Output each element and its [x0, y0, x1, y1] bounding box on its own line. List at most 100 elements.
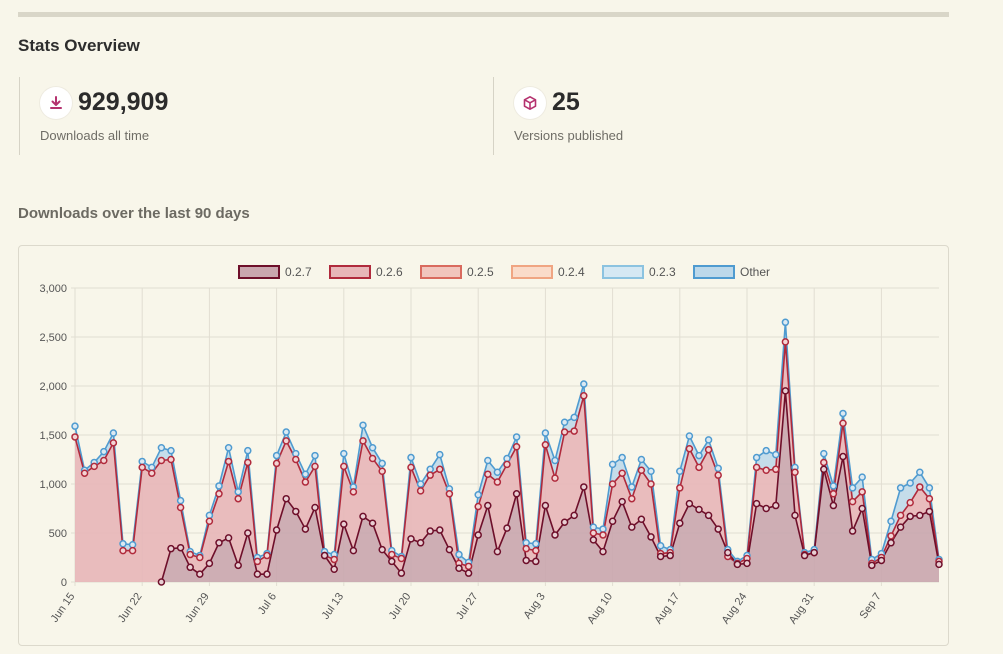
point-0-2-6[interactable] — [282, 437, 290, 445]
point-0-2-6[interactable] — [138, 463, 146, 472]
point-0-2-7[interactable] — [493, 547, 502, 556]
point-0-2-7[interactable] — [599, 547, 607, 556]
point-0-2-7[interactable] — [628, 523, 636, 531]
point-other[interactable] — [695, 451, 703, 460]
point-0-2-7[interactable] — [522, 556, 530, 565]
point-0-2-6[interactable] — [752, 463, 761, 472]
point-0-2-7[interactable] — [301, 525, 310, 533]
point-other[interactable] — [848, 484, 857, 492]
point-0-2-7[interactable] — [186, 563, 194, 572]
point-0-2-7[interactable] — [378, 545, 386, 554]
point-0-2-7[interactable] — [349, 546, 358, 555]
legend-swatch[interactable] — [511, 265, 553, 279]
point-other[interactable] — [896, 484, 905, 492]
legend-label[interactable]: 0.2.4 — [558, 265, 585, 279]
point-0-2-6[interactable] — [829, 490, 838, 498]
point-0-2-7[interactable] — [224, 534, 233, 542]
point-0-2-6[interactable] — [436, 465, 444, 474]
point-0-2-6[interactable] — [359, 437, 367, 445]
point-0-2-6[interactable] — [292, 455, 300, 464]
point-0-2-6[interactable] — [589, 529, 598, 537]
point-0-2-7[interactable] — [292, 507, 300, 516]
point-other[interactable] — [887, 517, 895, 525]
point-other[interactable] — [560, 418, 569, 427]
point-0-2-7[interactable] — [839, 452, 847, 461]
point-0-2-6[interactable] — [311, 462, 319, 471]
point-0-2-6[interactable] — [349, 488, 358, 496]
point-other[interactable] — [656, 541, 665, 550]
point-0-2-7[interactable] — [397, 569, 406, 577]
point-0-2-7[interactable] — [906, 512, 914, 521]
point-0-2-7[interactable] — [637, 515, 646, 524]
point-0-2-6[interactable] — [474, 502, 482, 511]
point-0-2-7[interactable] — [858, 504, 866, 513]
point-0-2-7[interactable] — [445, 545, 454, 554]
point-0-2-6[interactable] — [551, 474, 559, 482]
point-0-2-7[interactable] — [580, 483, 588, 491]
point-0-2-6[interactable] — [253, 557, 262, 566]
point-other[interactable] — [484, 456, 492, 465]
point-0-2-7[interactable] — [368, 519, 377, 527]
point-0-2-7[interactable] — [551, 531, 559, 539]
point-other[interactable] — [301, 470, 310, 478]
point-other[interactable] — [455, 550, 463, 559]
point-0-2-6[interactable] — [858, 488, 866, 496]
point-0-2-7[interactable] — [436, 526, 444, 534]
point-other[interactable] — [829, 482, 838, 490]
point-0-2-7[interactable] — [925, 507, 934, 516]
point-0-2-6[interactable] — [714, 471, 722, 479]
point-0-2-6[interactable] — [368, 454, 377, 463]
point-0-2-6[interactable] — [205, 517, 214, 525]
point-other[interactable] — [570, 413, 578, 422]
point-other[interactable] — [503, 454, 511, 463]
point-0-2-6[interactable] — [580, 392, 588, 400]
point-other[interactable] — [772, 450, 780, 459]
point-0-2-6[interactable] — [647, 480, 655, 488]
point-0-2-6[interactable] — [196, 553, 204, 562]
point-0-2-7[interactable] — [820, 465, 828, 474]
point-other[interactable] — [244, 446, 252, 455]
point-0-2-6[interactable] — [820, 458, 828, 467]
point-0-2-6[interactable] — [637, 466, 646, 475]
point-0-2-6[interactable] — [378, 467, 386, 476]
point-other[interactable] — [119, 540, 127, 548]
point-0-2-6[interactable] — [244, 458, 252, 467]
point-0-2-7[interactable] — [311, 503, 319, 512]
point-0-2-6[interactable] — [781, 338, 790, 346]
point-other[interactable] — [157, 443, 166, 452]
legend-swatch[interactable] — [602, 265, 644, 279]
point-other[interactable] — [589, 523, 598, 531]
point-other[interactable] — [618, 453, 626, 462]
point-other[interactable] — [541, 429, 550, 437]
point-0-2-7[interactable] — [359, 512, 367, 521]
point-0-2-6[interactable] — [167, 455, 175, 464]
legend-label[interactable]: Other — [740, 265, 770, 279]
point-0-2-7[interactable] — [618, 497, 626, 506]
point-0-2-6[interactable] — [503, 460, 511, 469]
point-0-2-6[interactable] — [215, 490, 223, 498]
point-other[interactable] — [925, 484, 934, 492]
point-0-2-7[interactable] — [781, 387, 790, 395]
point-other[interactable] — [580, 380, 588, 388]
point-0-2-6[interactable] — [426, 471, 434, 479]
legend-label[interactable]: 0.2.6 — [376, 265, 403, 279]
point-0-2-7[interactable] — [282, 494, 290, 503]
point-0-2-6[interactable] — [407, 463, 415, 472]
point-0-2-6[interactable] — [618, 469, 626, 477]
point-0-2-6[interactable] — [704, 445, 713, 454]
point-other[interactable] — [292, 449, 300, 458]
point-0-2-7[interactable] — [666, 551, 674, 560]
point-0-2-6[interactable] — [224, 457, 233, 466]
legend-swatch[interactable] — [238, 265, 280, 279]
legend-swatch[interactable] — [420, 265, 462, 279]
point-0-2-7[interactable] — [196, 570, 204, 578]
point-other[interactable] — [378, 459, 386, 468]
point-0-2-7[interactable] — [560, 518, 569, 526]
point-0-2-6[interactable] — [484, 470, 492, 478]
legend-label[interactable]: 0.2.3 — [649, 265, 676, 279]
legend-label[interactable]: 0.2.5 — [467, 265, 494, 279]
point-0-2-7[interactable] — [205, 559, 214, 568]
point-0-2-7[interactable] — [714, 525, 722, 533]
point-0-2-7[interactable] — [848, 527, 857, 535]
point-other[interactable] — [224, 443, 233, 452]
